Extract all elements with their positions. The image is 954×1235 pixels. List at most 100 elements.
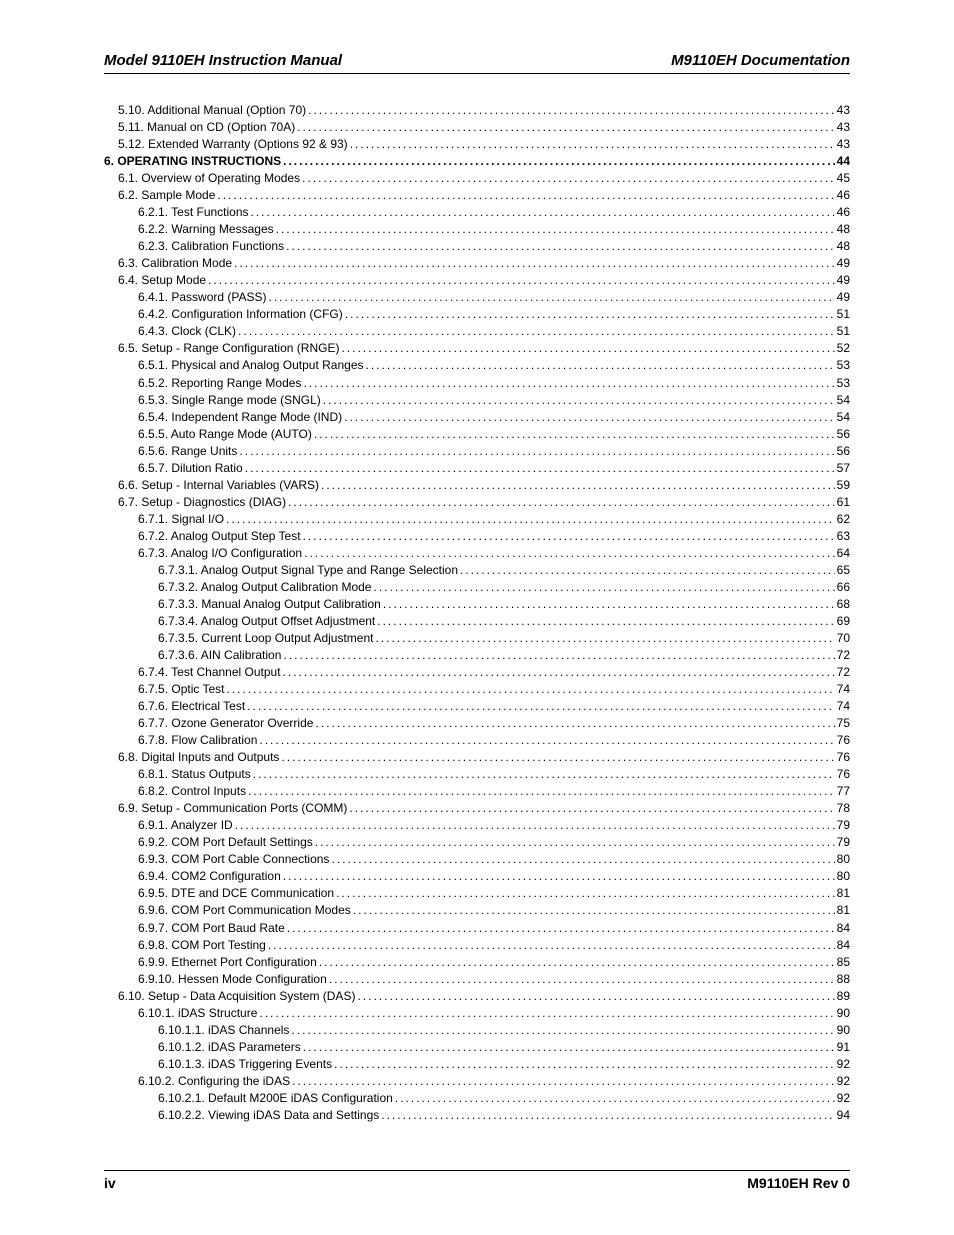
toc-entry[interactable]: 6.4. Setup Mode 49 [104, 272, 850, 289]
toc-leader-dots [251, 204, 835, 221]
toc-entry[interactable]: 6.5.1. Physical and Analog Output Ranges… [104, 357, 850, 374]
toc-leader-dots [208, 272, 835, 289]
toc-entry[interactable]: 6.9.6. COM Port Communication Modes 81 [104, 902, 850, 919]
toc-entry-page: 53 [837, 375, 850, 392]
toc-entry[interactable]: 6.10.1.3. iDAS Triggering Events92 [104, 1056, 850, 1073]
toc-entry-label: 6.9.9. Ethernet Port Configuration [138, 954, 317, 971]
toc-entry-page: 85 [837, 954, 850, 971]
toc-entry-page: 56 [837, 443, 850, 460]
toc-entry-label: 6.5.6. Range Units [138, 443, 237, 460]
toc-entry[interactable]: 6.10.2.1. Default M200E iDAS Configurati… [104, 1090, 850, 1107]
toc-entry[interactable]: 6.9.9. Ethernet Port Configuration 85 [104, 954, 850, 971]
toc-leader-dots [336, 885, 835, 902]
toc-entry-label: 6.7.3.3. Manual Analog Output Calibratio… [158, 596, 381, 613]
toc-entry[interactable]: 5.10. Additional Manual (Option 70)43 [104, 102, 850, 119]
toc-entry-label: 6.7.3.5. Current Loop Output Adjustment [158, 630, 373, 647]
toc-entry[interactable]: 6.1. Overview of Operating Modes 45 [104, 170, 850, 187]
toc-entry[interactable]: 6. OPERATING INSTRUCTIONS 44 [104, 153, 850, 170]
toc-entry[interactable]: 6.10.1.2. iDAS Parameters 91 [104, 1039, 850, 1056]
toc-entry[interactable]: 6.7.7. Ozone Generator Override 75 [104, 715, 850, 732]
toc-entry-label: 5.10. Additional Manual (Option 70) [118, 102, 306, 119]
toc-entry[interactable]: 6.9.5. DTE and DCE Communication81 [104, 885, 850, 902]
toc-entry-page: 65 [837, 562, 850, 579]
toc-entry[interactable]: 6.3. Calibration Mode49 [104, 255, 850, 272]
toc-entry-page: 80 [837, 868, 850, 885]
header-title-right: M9110EH Documentation [671, 52, 850, 69]
toc-entry[interactable]: 6.9.10. Hessen Mode Configuration 88 [104, 971, 850, 988]
toc-entry[interactable]: 6.2. Sample Mode 46 [104, 187, 850, 204]
toc-entry[interactable]: 6.9. Setup - Communication Ports (COMM) … [104, 800, 850, 817]
toc-entry[interactable]: 6.2.3. Calibration Functions 48 [104, 238, 850, 255]
toc-entry-label: 6.4.2. Configuration Information (CFG) [138, 306, 343, 323]
toc-entry-label: 6.7.7. Ozone Generator Override [138, 715, 313, 732]
toc-entry[interactable]: 6.10.1. iDAS Structure 90 [104, 1005, 850, 1022]
toc-leader-dots [350, 136, 835, 153]
toc-leader-dots [377, 613, 834, 630]
toc-entry[interactable]: 6.5.3. Single Range mode (SNGL)54 [104, 392, 850, 409]
toc-entry[interactable]: 6.8.2. Control Inputs77 [104, 783, 850, 800]
toc-entry[interactable]: 6.9.4. COM2 Configuration80 [104, 868, 850, 885]
toc-entry[interactable]: 6.10. Setup - Data Acquisition System (D… [104, 988, 850, 1005]
toc-entry[interactable]: 6.7.3.2. Analog Output Calibration Mode … [104, 579, 850, 596]
toc-leader-dots [269, 289, 835, 306]
toc-entry[interactable]: 6.7.3.4. Analog Output Offset Adjustment… [104, 613, 850, 630]
toc-entry[interactable]: 6.7.1. Signal I/O 62 [104, 511, 850, 528]
toc-entry[interactable]: 6.5.5. Auto Range Mode (AUTO) 56 [104, 426, 850, 443]
toc-entry[interactable]: 6.5.4. Independent Range Mode (IND) 54 [104, 409, 850, 426]
toc-entry[interactable]: 6.7.4. Test Channel Output 72 [104, 664, 850, 681]
toc-entry[interactable]: 6.7.3.6. AIN Calibration 72 [104, 647, 850, 664]
toc-entry[interactable]: 6.7.5. Optic Test 74 [104, 681, 850, 698]
toc-entry-label: 6.10.1. iDAS Structure [138, 1005, 257, 1022]
toc-entry[interactable]: 6.8. Digital Inputs and Outputs 76 [104, 749, 850, 766]
toc-entry[interactable]: 5.11. Manual on CD (Option 70A)43 [104, 119, 850, 136]
toc-entry[interactable]: 6.6. Setup - Internal Variables (VARS) 5… [104, 477, 850, 494]
toc-entry[interactable]: 6.7.3.1. Analog Output Signal Type and R… [104, 562, 850, 579]
toc-leader-dots [302, 170, 835, 187]
toc-entry-page: 75 [837, 715, 850, 732]
toc-entry-label: 6.1. Overview of Operating Modes [118, 170, 300, 187]
toc-entry[interactable]: 6.9.3. COM Port Cable Connections 80 [104, 851, 850, 868]
toc-entry[interactable]: 6.7.2. Analog Output Step Test63 [104, 528, 850, 545]
footer-revision: M9110EH Rev 0 [747, 1175, 850, 1191]
toc-leader-dots [303, 528, 835, 545]
toc-entry[interactable]: 6.7.3.5. Current Loop Output Adjustment7… [104, 630, 850, 647]
toc-entry-label: 6.7.5. Optic Test [138, 681, 225, 698]
toc-entry[interactable]: 6.9.7. COM Port Baud Rate 84 [104, 920, 850, 937]
toc-entry[interactable]: 6.5.7. Dilution Ratio57 [104, 460, 850, 477]
toc-entry[interactable]: 6.9.2. COM Port Default Settings 79 [104, 834, 850, 851]
toc-entry[interactable]: 6.4.3. Clock (CLK) 51 [104, 323, 850, 340]
toc-entry[interactable]: 6.9.1. Analyzer ID 79 [104, 817, 850, 834]
toc-entry-page: 53 [837, 357, 850, 374]
toc-entry[interactable]: 6.10.2. Configuring the iDAS92 [104, 1073, 850, 1090]
toc-entry[interactable]: 6.4.1. Password (PASS)49 [104, 289, 850, 306]
toc-entry[interactable]: 6.10.1.1. iDAS Channels 90 [104, 1022, 850, 1039]
toc-entry[interactable]: 6.4.2. Configuration Information (CFG)51 [104, 306, 850, 323]
toc-entry-page: 48 [837, 238, 850, 255]
toc-leader-dots [375, 630, 834, 647]
toc-entry-label: 6.5.1. Physical and Analog Output Ranges [138, 357, 364, 374]
toc-entry-page: 43 [837, 136, 850, 153]
toc-entry[interactable]: 6.9.8. COM Port Testing 84 [104, 937, 850, 954]
toc-entry-page: 74 [837, 698, 850, 715]
toc-entry[interactable]: 6.7. Setup - Diagnostics (DIAG) 61 [104, 494, 850, 511]
toc-entry[interactable]: 5.12. Extended Warranty (Options 92 & 93… [104, 136, 850, 153]
toc-entry[interactable]: 6.7.6. Electrical Test 74 [104, 698, 850, 715]
toc-entry[interactable]: 6.2.1. Test Functions 46 [104, 204, 850, 221]
toc-entry-label: 6.8. Digital Inputs and Outputs [118, 749, 279, 766]
toc-entry[interactable]: 6.10.2.2. Viewing iDAS Data and Settings… [104, 1107, 850, 1124]
toc-leader-dots [283, 664, 835, 681]
toc-entry[interactable]: 6.7.3.3. Manual Analog Output Calibratio… [104, 596, 850, 613]
toc-entry-label: 6.5. Setup - Range Configuration (RNGE) [118, 340, 339, 357]
toc-entry[interactable]: 6.5.6. Range Units 56 [104, 443, 850, 460]
toc-entry[interactable]: 6.7.3. Analog I/O Configuration 64 [104, 545, 850, 562]
toc-leader-dots [283, 647, 834, 664]
toc-entry-page: 69 [837, 613, 850, 630]
toc-entry[interactable]: 6.5.2. Reporting Range Modes53 [104, 375, 850, 392]
toc-entry[interactable]: 6.5. Setup - Range Configuration (RNGE) … [104, 340, 850, 357]
toc-entry[interactable]: 6.8.1. Status Outputs76 [104, 766, 850, 783]
toc-entry-page: 76 [837, 749, 850, 766]
toc-entry[interactable]: 6.7.8. Flow Calibration 76 [104, 732, 850, 749]
toc-entry[interactable]: 6.2.2. Warning Messages48 [104, 221, 850, 238]
toc-entry-page: 90 [837, 1022, 850, 1039]
toc-entry-page: 43 [837, 119, 850, 136]
